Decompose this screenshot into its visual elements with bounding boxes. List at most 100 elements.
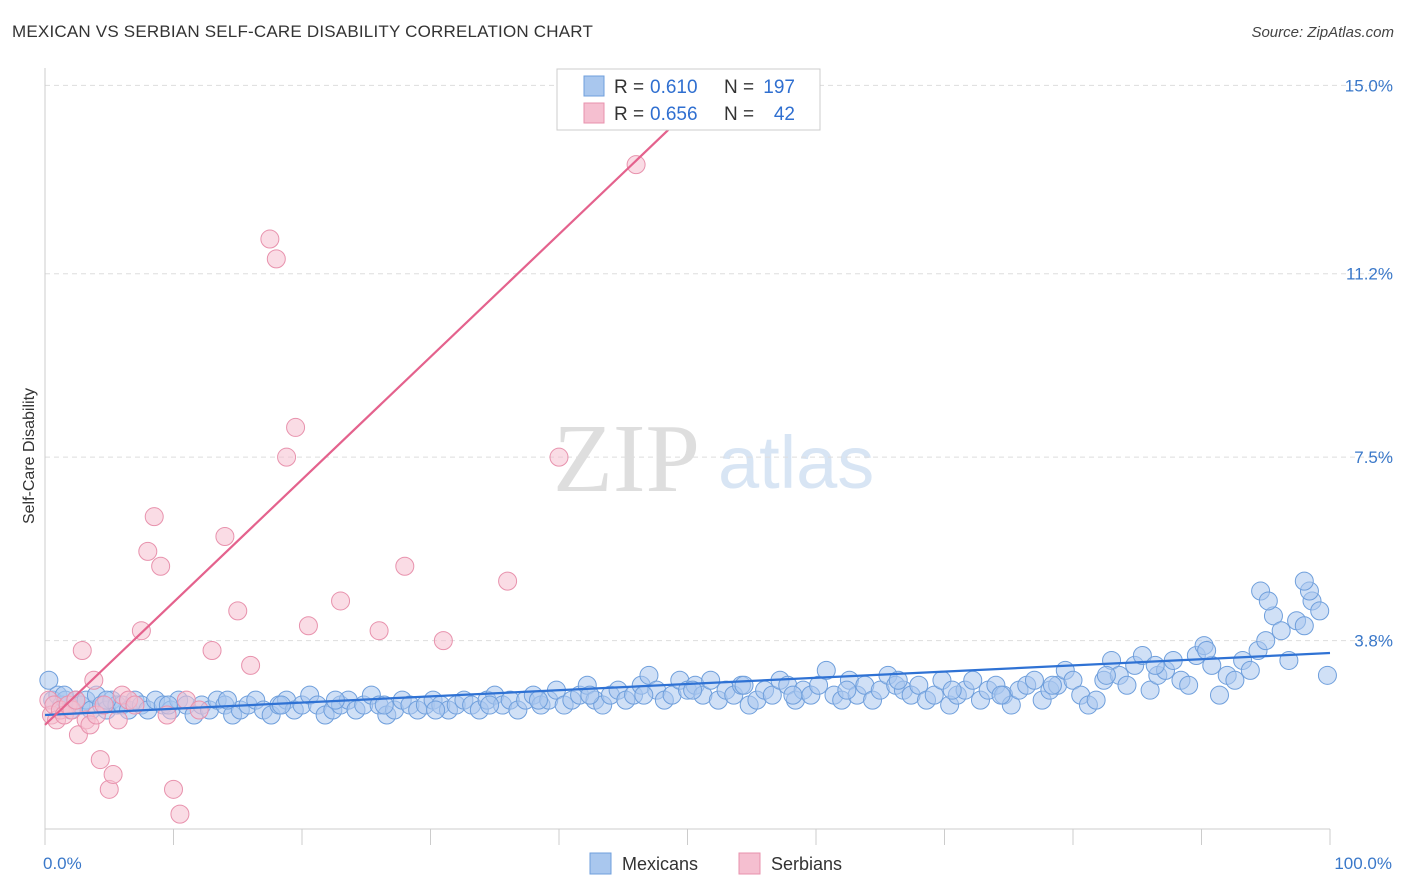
serbians-point <box>131 621 151 641</box>
mexicans-point <box>924 685 944 705</box>
serbians-point <box>498 571 518 591</box>
mexicans-point <box>528 690 548 710</box>
serbians-point <box>241 655 261 675</box>
mexicans-point <box>837 680 857 700</box>
serbians-point <box>66 690 86 710</box>
mexicans-point <box>1096 665 1116 685</box>
serbians-point <box>94 695 114 715</box>
mexicans-point <box>1271 621 1291 641</box>
mexicans-point <box>1117 675 1137 695</box>
serbians-point <box>151 556 171 576</box>
serbians-point <box>202 641 222 661</box>
mexicans-point <box>271 695 291 715</box>
mexicans-point <box>783 685 803 705</box>
mexicans-point <box>1256 631 1276 651</box>
x-tick-label-min: 0.0% <box>43 854 82 873</box>
mexicans-point <box>1197 641 1217 661</box>
series-legend-swatch-mexicans <box>589 852 612 875</box>
mexicans-point <box>639 665 659 685</box>
mexicans-point <box>1179 675 1199 695</box>
serbians-point <box>266 249 286 269</box>
series-legend: Mexicans Serbians <box>589 852 842 875</box>
chart-title: MEXICAN VS SERBIAN SELF-CARE DISABILITY … <box>12 22 594 41</box>
stats-legend-swatch-serbians <box>583 102 605 124</box>
stats-legend-r-label-serbians: R = <box>614 104 644 125</box>
serbians-point <box>157 705 177 725</box>
serbians-point <box>395 556 415 576</box>
serbians-point <box>215 526 235 546</box>
mexicans-point <box>1240 660 1260 680</box>
mexicans-point <box>1310 601 1330 621</box>
serbians-point <box>108 710 128 730</box>
mexicans-point <box>1140 680 1160 700</box>
mexicans-trend-line <box>44 651 1331 717</box>
mexicans-point <box>816 660 836 680</box>
mexicans-point <box>1258 591 1278 611</box>
mexicans-point <box>1145 655 1165 675</box>
mexicans-point <box>683 680 703 700</box>
serbians-point <box>189 700 209 720</box>
series-legend-label-serbians: Serbians <box>771 854 842 874</box>
mexicans-point <box>1063 670 1083 690</box>
serbians-point <box>138 541 158 561</box>
mexicans-point <box>809 675 829 695</box>
mexicans-point <box>580 685 600 705</box>
mexicans-point <box>1086 690 1106 710</box>
stats-legend-swatch-mexicans <box>583 75 605 97</box>
y-tick-label: 3.8% <box>1354 632 1393 651</box>
chart-source: Source: ZipAtlas.com <box>1251 24 1394 41</box>
stats-legend-n-label-serbians: N = <box>724 104 754 125</box>
mexicans-point <box>1042 675 1062 695</box>
stats-legend-n-label-mexicans: N = <box>724 77 754 98</box>
mexicans-point <box>942 680 962 700</box>
mexicans-point <box>634 685 654 705</box>
mexicans-point <box>1317 665 1337 685</box>
stats-legend-r-label-mexicans: R = <box>614 77 644 98</box>
serbians-point <box>549 447 569 467</box>
stats-legend-n-value-mexicans: 197 <box>763 77 795 98</box>
serbians-point <box>331 591 351 611</box>
serbians-points <box>39 155 646 824</box>
mexicans-point <box>909 675 929 695</box>
mexicans-point <box>1294 571 1314 591</box>
mexicans-point <box>991 685 1011 705</box>
y-tick-label: 11.2% <box>1346 265 1393 284</box>
mexicans-point <box>963 670 983 690</box>
serbians-trend-line <box>44 129 669 726</box>
serbians-point <box>433 631 453 651</box>
mexicans-point <box>1225 670 1245 690</box>
mexicans-point <box>762 685 782 705</box>
mexicans-point <box>1132 645 1152 665</box>
serbians-point <box>164 779 183 799</box>
x-axis-ticks <box>44 829 1331 845</box>
series-legend-swatch-serbians <box>738 852 761 875</box>
stats-legend: R = 0.610 N = 197 R = 0.656 N = 42 <box>556 68 821 131</box>
serbians-point <box>170 804 190 824</box>
y-axis-title: Self-Care Disability <box>21 388 38 524</box>
y-tick-label: 15.0% <box>1345 76 1393 95</box>
stats-legend-r-value-serbians: 0.656 <box>650 104 698 125</box>
serbians-point <box>369 621 389 641</box>
serbians-point <box>72 641 92 661</box>
mexicans-point <box>374 695 394 715</box>
watermark-atlas: atlas <box>718 421 874 504</box>
stats-legend-n-value-serbians: 42 <box>774 104 795 125</box>
serbians-point <box>228 601 248 621</box>
watermark: ZIP atlas <box>553 405 874 513</box>
serbians-point <box>298 616 318 636</box>
mexicans-point <box>701 670 721 690</box>
serbians-point <box>103 764 123 784</box>
serbians-point <box>144 507 164 527</box>
mexicans-point <box>1294 616 1314 636</box>
stats-legend-r-value-mexicans: 0.610 <box>650 77 698 98</box>
mexicans-point <box>39 670 59 690</box>
mexicans-point <box>1209 685 1229 705</box>
series-legend-label-mexicans: Mexicans <box>622 854 698 874</box>
mexicans-points <box>39 571 1337 725</box>
serbians-point <box>626 155 646 175</box>
mexicans-point <box>217 690 237 710</box>
serbians-point <box>277 447 297 467</box>
serbians-point <box>84 670 104 690</box>
mexicans-point <box>888 670 908 690</box>
